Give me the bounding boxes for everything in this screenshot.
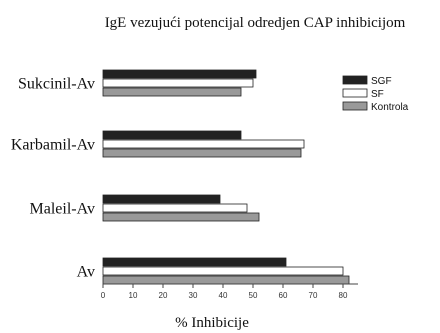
x-tick-label-40: 40 [219, 291, 228, 300]
x-tick-label-0: 0 [101, 291, 106, 300]
bar-sukcinil-av-sf [102, 78, 254, 88]
category-label-karbamil-av: Karbamil-Av [11, 137, 95, 154]
x-tick-label-60: 60 [279, 291, 288, 300]
bar-maleil-av-sf [102, 203, 248, 213]
bar-sukcinil-av-sgf [102, 69, 257, 79]
x-axis: 0 10 20 30 40 50 60 70 80 [101, 283, 358, 300]
legend-swatch-sgf [342, 75, 368, 85]
category-labels: Sukcinil-Av Karbamil-Av Maleil-Av Av [11, 76, 95, 281]
category-label-sukcinil-av: Sukcinil-Av [18, 76, 95, 93]
category-label-maleil-av: Maleil-Av [30, 201, 95, 218]
x-tick-label-70: 70 [309, 291, 318, 300]
bar-karbamil-av-sf [102, 139, 305, 149]
bar-av-sgf [102, 257, 287, 267]
legend-swatch-kontrola [342, 101, 368, 111]
x-tick-label-50: 50 [249, 291, 258, 300]
legend-swatch-sf [342, 88, 368, 98]
bars-layer [102, 69, 350, 285]
category-label-av: Av [77, 264, 95, 281]
bar-maleil-av-kontrola [102, 212, 260, 222]
legend-label-sgf: SGF [371, 76, 392, 87]
x-tick-label-80: 80 [339, 291, 348, 300]
legend-label-kontrola: Kontrola [371, 102, 409, 113]
chart-title: IgE vezujući potencijal odredjen CAP inh… [105, 15, 406, 31]
legend: SGF SF Kontrola [342, 75, 409, 113]
bar-av-sf [102, 266, 344, 276]
x-tick-label-20: 20 [159, 291, 168, 300]
bar-karbamil-av-kontrola [102, 148, 302, 158]
x-axis-label: % Inhibicije [175, 315, 249, 331]
bar-av-kontrola [102, 275, 350, 285]
bar-karbamil-av-sgf [102, 130, 242, 140]
bar-maleil-av-sgf [102, 194, 221, 204]
legend-label-sf: SF [371, 89, 384, 100]
bar-sukcinil-av-kontrola [102, 87, 242, 97]
x-tick-label-30: 30 [189, 291, 198, 300]
x-tick-label-10: 10 [129, 291, 138, 300]
